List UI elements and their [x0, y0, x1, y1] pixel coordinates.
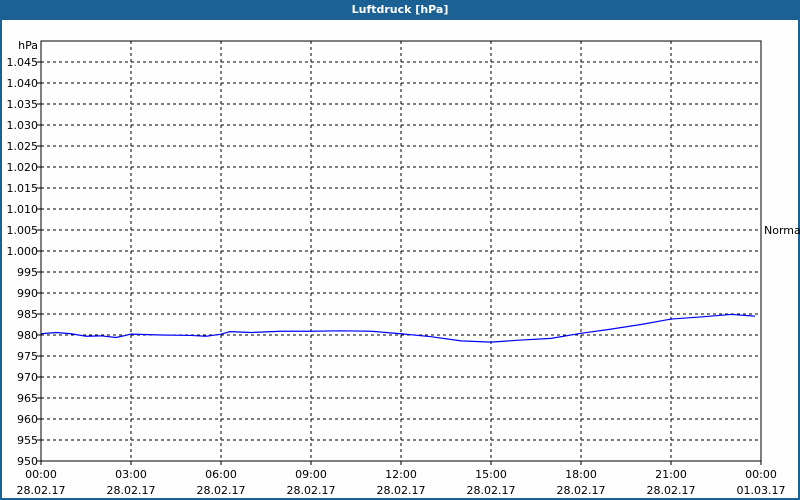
y-tick-label: 1.025 — [7, 140, 39, 153]
y-tick-label: 970 — [17, 371, 38, 384]
y-tick-label: 1.035 — [7, 98, 39, 111]
y-tick-label: 980 — [17, 329, 38, 342]
x-tick-time: 09:00 — [295, 468, 327, 481]
x-tick-time: 18:00 — [565, 468, 597, 481]
y-axis-label: hPa — [18, 39, 38, 52]
y-tick-label: 950 — [17, 455, 38, 468]
x-tick-date: 28.02.17 — [197, 484, 246, 497]
x-tick-time: 06:00 — [205, 468, 237, 481]
x-tick-time: 00:00 — [25, 468, 57, 481]
x-tick-date: 28.02.17 — [107, 484, 156, 497]
plot-border — [40, 40, 762, 462]
x-tick-date: 28.02.17 — [647, 484, 696, 497]
x-tick-date: 28.02.17 — [467, 484, 516, 497]
y-tick-label: 1.045 — [7, 56, 39, 69]
y-tick-label: 990 — [17, 287, 38, 300]
x-tick-time: 03:00 — [115, 468, 147, 481]
y-tick-label: 1.010 — [7, 203, 39, 216]
chart-title: Luftdruck [hPa] — [0, 0, 800, 20]
x-tick-date: 01.03.17 — [737, 484, 786, 497]
x-tick-date: 28.02.17 — [287, 484, 336, 497]
x-tick-date: 28.02.17 — [17, 484, 66, 497]
x-tick-time: 15:00 — [475, 468, 507, 481]
y-tick-label: 955 — [17, 434, 38, 447]
x-tick-date: 28.02.17 — [557, 484, 606, 497]
x-tick-time: 21:00 — [655, 468, 687, 481]
y-tick-label: 1.000 — [7, 245, 39, 258]
y-tick-label: 1.030 — [7, 119, 39, 132]
y-tick-label: 995 — [17, 266, 38, 279]
y-tick-label: 1.020 — [7, 161, 39, 174]
y-tick-label: 1.015 — [7, 182, 39, 195]
x-tick-time: 12:00 — [385, 468, 417, 481]
y-tick-label: 975 — [17, 350, 38, 363]
y-tick-label: 965 — [17, 392, 38, 405]
y-tick-label: 1.005 — [7, 224, 39, 237]
x-tick-time: 00:00 — [745, 468, 777, 481]
y-tick-label: 985 — [17, 308, 38, 321]
y-tick-label: 1.040 — [7, 77, 39, 90]
x-tick-date: 28.02.17 — [377, 484, 426, 497]
legend-label: Normal — [764, 224, 800, 237]
series-line-normal — [40, 313, 756, 343]
y-tick-label: 960 — [17, 413, 38, 426]
